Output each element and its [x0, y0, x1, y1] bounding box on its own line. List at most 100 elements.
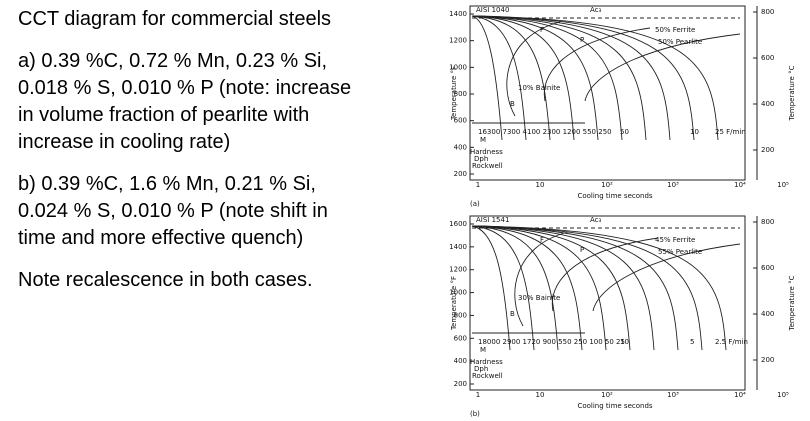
pearlite-end [584, 33, 741, 102]
ferrite-start [506, 21, 561, 117]
cooling-curve [471, 15, 503, 141]
y-tick-label: 1400 [449, 10, 467, 18]
y-tick-label: 600 [454, 117, 467, 125]
annotation: 10 [620, 338, 629, 346]
y-tick-label: 400 [454, 143, 467, 151]
x-tick-label: 10³ [667, 391, 679, 399]
y-tick-label: 1000 [449, 289, 467, 297]
cooling-curve [471, 15, 551, 141]
annotation: 50 [620, 128, 629, 136]
panel-label: (b) [470, 410, 480, 418]
annotation: 2.5 F/min [715, 338, 748, 346]
ferrite-start [514, 231, 569, 327]
x-tick-label: 10³ [667, 181, 679, 189]
annotation: 25 F/min [715, 128, 746, 136]
y2-tick-label: 800 [761, 8, 774, 16]
annotation: 55% Pearlite [658, 248, 702, 256]
y2-axis-label: Temperature °C [788, 275, 796, 331]
annotation: 50% Pearlite [658, 38, 702, 46]
cooling-curve [471, 15, 527, 141]
cooling-curve [471, 225, 511, 351]
y-axis-label: Temperature °F [450, 276, 458, 331]
cooling-curve [471, 15, 671, 141]
y2-tick-label: 400 [761, 100, 774, 108]
annotation: 30% Bainite [518, 294, 560, 302]
cooling-curve [471, 225, 727, 351]
plot-frame [469, 215, 746, 391]
x-axis-label: Cooling time seconds [577, 192, 652, 200]
annotation: 45% Ferrite [655, 236, 695, 244]
cooling-curve [471, 15, 719, 141]
y-tick-label: 200 [454, 170, 467, 178]
y2-tick-label: 600 [761, 54, 774, 62]
y-tick-label: 800 [454, 311, 467, 319]
y-tick-label: 200 [454, 380, 467, 388]
x-tick-label: 10 [536, 391, 545, 399]
cooling-curve [471, 15, 695, 141]
annotation: Hardness [470, 358, 503, 366]
cooling-curve [471, 225, 559, 351]
x-axis-label: Cooling time seconds [577, 402, 652, 410]
cooling-curve [471, 15, 599, 141]
annotation: 10 [690, 128, 699, 136]
annotation: 16300 7300 4100 2300 1200 550 250 [478, 128, 612, 136]
cooling-curve [471, 225, 679, 351]
cooling-curve [471, 15, 623, 141]
y2-tick-label: 400 [761, 310, 774, 318]
x-tick-label: 10⁵ [777, 391, 789, 399]
paragraph: Note recalescence in both cases. [18, 269, 313, 291]
cooling-curve [471, 225, 535, 351]
annotation: Rockwell [472, 162, 503, 170]
annotation: 50% Ferrite [655, 26, 695, 34]
y-tick-label: 1600 [449, 220, 467, 228]
x-tick-label: 10⁴ [734, 391, 746, 399]
annotation: Rockwell [472, 372, 503, 380]
annotation: 5 [690, 338, 694, 346]
y-tick-label: 400 [454, 357, 467, 365]
cooling-curve [471, 15, 647, 141]
paragraph: CCT diagram for commercial steels [18, 8, 332, 30]
y-tick-label: 600 [454, 334, 467, 342]
y-tick-label: 800 [454, 90, 467, 98]
plot-frame [469, 5, 746, 181]
annotation: P [580, 246, 584, 254]
y2-tick-label: 600 [761, 264, 774, 272]
paragraph: a) 0.39 %C, 0.72 % Mn, 0.23 % Si, 0.018 … [18, 50, 352, 153]
cooling-curve [471, 225, 631, 351]
annotation: Ac₃ [590, 6, 602, 14]
cooling-curve [471, 225, 703, 351]
x-tick-label: 10² [601, 391, 613, 399]
slide-text: CCT diagram for commercial steels a) 0.3… [18, 6, 368, 309]
diagram-title: AISI 1040 [476, 6, 509, 14]
annotation: Dph [474, 155, 488, 163]
y-tick-label: 1000 [449, 63, 467, 71]
diagram-title: AISI 1541 [476, 216, 509, 224]
cooling-curve [471, 225, 655, 351]
y-tick-label: 1200 [449, 266, 467, 274]
annotation: Dph [474, 365, 488, 373]
annotation: 10% Bainite [518, 84, 560, 92]
x-tick-label: 1 [476, 391, 480, 399]
annotation: M [480, 136, 486, 144]
y2-tick-label: 200 [761, 356, 774, 364]
annotation: M [480, 346, 486, 354]
y2-axis-label: Temperature °C [788, 65, 796, 121]
cooling-curve [471, 15, 575, 141]
annotation: Hardness [470, 148, 503, 156]
x-tick-label: 10⁴ [734, 181, 746, 189]
x-tick-label: 1 [476, 181, 480, 189]
y2-tick-label: 800 [761, 218, 774, 226]
y-tick-label: 1400 [449, 243, 467, 251]
cooling-curve [471, 225, 607, 351]
annotation: F [540, 26, 544, 34]
x-tick-label: 10⁵ [777, 181, 789, 189]
y-axis-label: Temperature °F [450, 66, 458, 121]
x-tick-label: 10 [536, 181, 545, 189]
annotation: B [510, 310, 515, 318]
paragraph: b) 0.39 %C, 1.6 % Mn, 0.21 % Si, 0.024 %… [18, 173, 328, 249]
annotation: 18000 2900 1720 900 550 250 100 50 25 [478, 338, 625, 346]
annotation: F [540, 236, 544, 244]
cooling-curve [471, 225, 583, 351]
